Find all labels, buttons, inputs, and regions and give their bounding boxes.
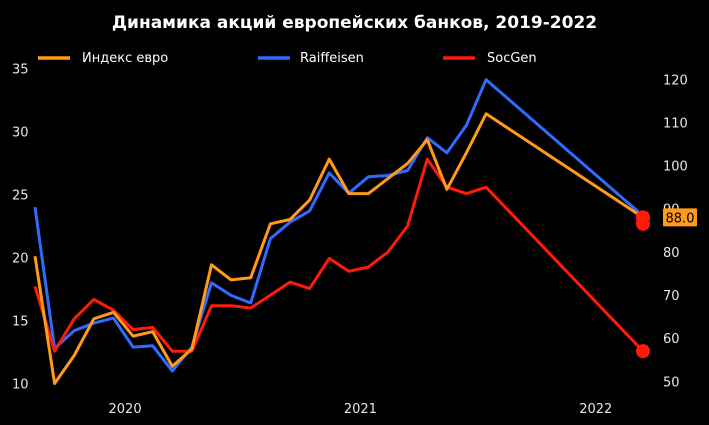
series-markers: 88.0 [636, 208, 697, 359]
end-value-text: 88.0 [666, 211, 695, 226]
y-left-tick-label: 10 [12, 378, 29, 393]
x-tick-label: 2021 [344, 402, 377, 417]
legend-label-socgen: SocGen [487, 51, 537, 66]
legend-item-index[interactable]: Индекс евро [38, 51, 168, 66]
y-left-tick-label: 30 [12, 125, 29, 140]
y-left-tick-label: 20 [12, 252, 29, 267]
y-left-tick-label: 15 [12, 315, 29, 330]
legend-label-raiffeisen: Raiffeisen [300, 51, 364, 66]
x-tick-label: 2022 [579, 402, 612, 417]
y-left-tick-label: 35 [12, 62, 29, 77]
series-lines [33, 78, 645, 385]
y-right-tick-label: 80 [663, 246, 680, 261]
y-right-tick-label: 60 [663, 332, 680, 347]
y-right-tick-label: 100 [663, 160, 688, 175]
legend-item-socgen[interactable]: SocGen [443, 51, 537, 66]
series-line-Raiffeisen [33, 78, 644, 373]
series-line-Индекс евро [33, 112, 644, 385]
end-value-label: 88.0 [636, 208, 697, 227]
y-right-tick-label: 120 [663, 73, 688, 88]
legend-item-raiffeisen[interactable]: Raiffeisen [258, 51, 364, 66]
end-marker-index [636, 210, 650, 225]
legend: Индекс евро Raiffeisen SocGen [38, 51, 537, 66]
y-left-tick-label: 25 [12, 188, 29, 203]
axes: 1015202530355060708090100110120202020212… [12, 62, 688, 417]
chart-title: Динамика акций европейских банков, 2019-… [112, 13, 597, 33]
y-right-tick-label: 110 [663, 116, 688, 131]
legend-label-index: Индекс евро [82, 51, 168, 66]
y-right-tick-label: 50 [663, 375, 680, 390]
series-line-SocGen [33, 157, 645, 353]
end-value-box [663, 208, 697, 227]
end-marker-SocGen [636, 344, 650, 359]
y-right-tick-label: 70 [663, 289, 680, 304]
x-tick-label: 2020 [109, 402, 142, 417]
